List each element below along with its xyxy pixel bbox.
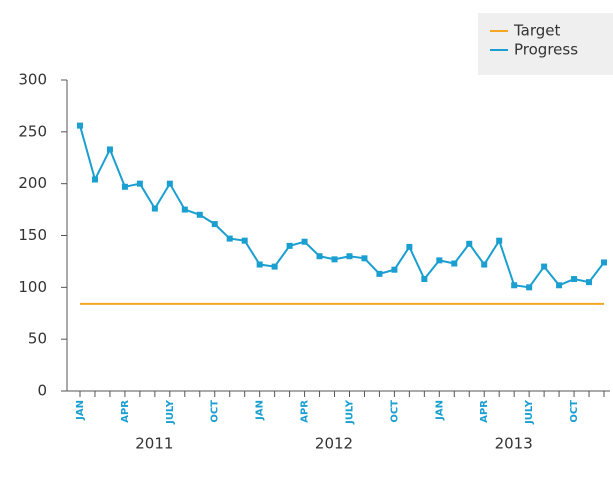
legend-label: Progress: [514, 41, 578, 59]
y-tick-label: 250: [18, 122, 47, 140]
point: [421, 276, 428, 283]
x-tick-label: JULY: [165, 399, 176, 425]
point: [91, 176, 98, 183]
x-tick-label: OCT: [210, 400, 221, 423]
point: [271, 263, 278, 270]
x-tick-label: JAN: [75, 400, 86, 421]
point: [541, 263, 548, 270]
x-tick-label: OCT: [569, 400, 580, 423]
point: [196, 211, 203, 218]
y-tick-label: 200: [18, 174, 47, 192]
point: [316, 253, 323, 260]
series-line: [79, 125, 605, 289]
point: [301, 238, 308, 245]
year-label: 2013: [495, 435, 533, 453]
point: [241, 237, 248, 244]
point: [376, 270, 383, 277]
point: [211, 221, 218, 228]
year-label: 2011: [135, 435, 173, 453]
point: [481, 261, 488, 268]
y-tick-label: 100: [18, 278, 47, 296]
x-tick-label: APR: [300, 400, 311, 423]
point: [77, 122, 83, 129]
x-tick-label: OCT: [389, 400, 400, 423]
x-tick-label: APR: [479, 400, 490, 423]
point: [151, 205, 158, 212]
point: [106, 146, 113, 153]
point: [451, 260, 458, 267]
y-tick-label: 0: [37, 382, 47, 400]
y-tick-label: 300: [18, 71, 47, 89]
point: [226, 235, 233, 242]
point: [346, 253, 353, 260]
x-tick-label: JAN: [255, 400, 266, 421]
point: [286, 242, 293, 249]
y-tick-label: 50: [28, 330, 47, 348]
point: [331, 256, 338, 263]
point: [526, 284, 533, 291]
x-tick-label: JULY: [524, 399, 535, 425]
x-tick-label: JAN: [434, 400, 445, 421]
point: [256, 261, 263, 268]
point: [166, 180, 173, 187]
point: [571, 276, 578, 283]
point: [136, 180, 143, 187]
legend-box: [478, 13, 613, 75]
legend-label: Target: [513, 22, 561, 40]
point: [556, 282, 563, 289]
point: [496, 237, 503, 244]
point: [391, 266, 398, 273]
point: [361, 255, 368, 262]
point: [466, 240, 473, 247]
point: [121, 183, 128, 190]
point: [511, 282, 518, 289]
x-tick-label: JULY: [344, 399, 355, 425]
point: [601, 259, 607, 266]
year-label: 2012: [315, 435, 353, 453]
point: [406, 243, 413, 250]
point: [181, 206, 188, 213]
point: [436, 257, 443, 264]
point: [586, 279, 593, 286]
y-tick-label: 150: [18, 226, 47, 244]
x-tick-label: APR: [120, 400, 131, 423]
